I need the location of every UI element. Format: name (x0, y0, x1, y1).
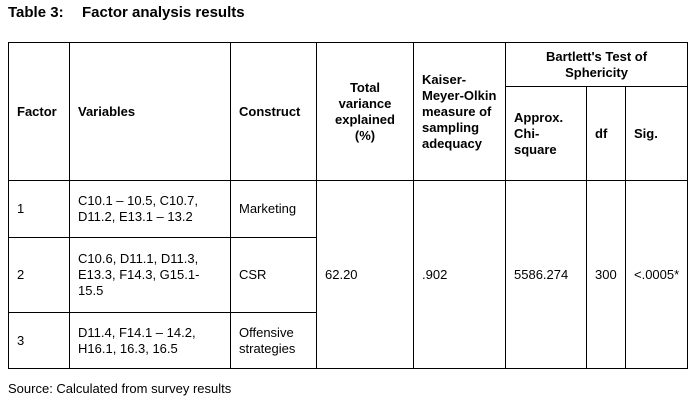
table-caption: Table 3: Factor analysis results (8, 4, 245, 26)
cell-factor: 1 (8, 180, 70, 238)
cell-sig: <.0005* (624, 180, 689, 369)
table-title: Factor analysis results (82, 4, 245, 21)
cell-variables: D11.4, F14.1 – 14.2, H16.1, 16.3, 16.5 (69, 312, 231, 369)
cell-factor: 3 (8, 312, 70, 369)
header-construct: Construct (230, 42, 317, 181)
header-approx-chi-square: Approx. Chi-square (505, 86, 587, 181)
header-sig: Sig. (624, 86, 689, 181)
cell-construct: CSR (230, 237, 317, 313)
cell-variables: C10.1 – 10.5, C10.7, D11.2, E13.1 – 13.2 (69, 180, 231, 238)
header-kmo: Kaiser-Meyer-Olkin measure of sampling a… (413, 42, 506, 181)
table-row: 1 C10.1 – 10.5, C10.7, D11.2, E13.1 – 13… (8, 180, 689, 369)
header-factor: Factor (8, 42, 70, 181)
cell-kmo: .902 (413, 180, 506, 369)
cell-approx-chi-square: 5586.274 (505, 180, 587, 369)
header-total-variance: Total variance explained (%) (316, 42, 414, 181)
header-row-2: Approx. Chi-square df Sig. (9, 86, 689, 181)
cell-df: 300 (586, 180, 626, 369)
factor-analysis-table: Factor Variables Construct Total varianc… (8, 42, 689, 369)
table-number: Table 3: (8, 4, 64, 21)
header-row-1: Factor Variables Construct Total varianc… (8, 42, 689, 181)
table-row: 3 D11.4, F14.1 – 14.2, H16.1, 16.3, 16.5… (8, 312, 688, 369)
cell-factor: 2 (8, 237, 70, 313)
cell-total-variance: 62.20 (316, 180, 414, 369)
cell-construct: Marketing (230, 180, 317, 238)
source-note: Source: Calculated from survey results (8, 381, 232, 396)
header-variables: Variables (69, 42, 231, 181)
header-bartlett: Bartlett's Test of Sphericity (504, 42, 689, 87)
header-df: df (586, 86, 626, 181)
cell-variables: C10.6, D11.1, D11.3, E13.3, F14.3, G15.1… (69, 237, 231, 313)
table-row: 2 C10.6, D11.1, D11.3, E13.3, F14.3, G15… (8, 237, 688, 313)
cell-construct: Offensive strategies (230, 312, 317, 369)
